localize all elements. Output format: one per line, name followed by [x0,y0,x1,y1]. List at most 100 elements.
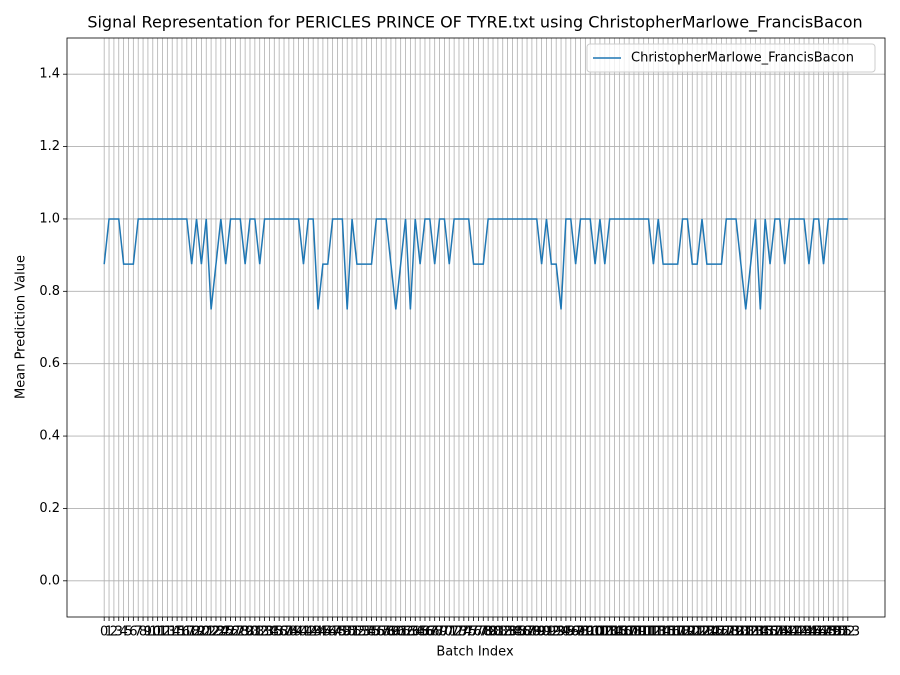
x-tick-label: 92 [543,625,560,640]
x-tick-label: 17 [179,625,196,640]
y-tick-label: 1.0 [39,211,60,226]
x-tick-label: 42 [300,625,317,640]
x-tick-label: 149 [816,625,841,640]
x-tick-label: 36 [271,625,288,640]
x-axis-label: Batch Index [436,645,514,660]
x-tick-label: 145 [797,625,822,640]
x-tick-label: 127 [709,625,734,640]
x-tick-label: 77 [470,625,487,640]
x-tick-label: 132 [733,625,758,640]
x-tick-label: 143 [787,625,812,640]
x-tick-label: 78 [475,625,492,640]
x-tick-label: 83 [499,625,516,640]
x-tick-label: 62 [397,625,414,640]
chart-title: Signal Representation for PERICLES PRINC… [87,13,862,33]
x-tick-label: 55 [363,625,380,640]
x-tick-label: 108 [617,625,642,640]
x-tick-label: 109 [622,625,647,640]
x-tick-label: 126 [704,625,729,640]
x-tick-label: 153 [835,625,860,640]
x-tick-label: 76 [465,625,482,640]
legend-box [586,43,876,73]
x-tick-label: 49 [334,625,351,640]
x-tick-label: 61 [392,625,409,640]
x-tick-label: 89 [528,625,545,640]
x-tick-label: 60 [388,625,405,640]
x-tick-label: 27 [227,625,244,640]
x-tick-label: 10 [145,625,162,640]
x-tick-label: 74 [456,625,473,640]
x-tick-label: 7 [134,625,142,640]
x-tick-label: 40 [290,625,307,640]
x-tick-label: 69 [431,625,448,640]
x-tick-label: 24 [213,625,230,640]
x-tick-label: 148 [811,625,836,640]
x-tick-label: 71 [441,625,458,640]
x-tick-label: 58 [378,625,395,640]
x-tick-label: 119 [670,625,695,640]
x-tick-label: 81 [490,625,507,640]
x-tick-label: 22 [203,625,220,640]
x-tick-label: 37 [276,625,293,640]
x-tick-label: 20 [193,625,210,640]
x-tick-label: 85 [509,625,526,640]
x-tick-label: 107 [612,625,637,640]
x-tick-label: 5 [124,625,132,640]
x-tick-label: 64 [407,625,424,640]
x-tick-label: 122 [685,625,710,640]
x-tick-label: 13 [159,625,176,640]
x-tick-label: 97 [567,625,584,640]
x-tick-label: 86 [514,625,531,640]
x-tick-label: 65 [412,625,429,640]
x-tick-label: 113 [641,625,666,640]
x-tick-label: 79 [480,625,497,640]
x-tick-label: 105 [602,625,627,640]
x-tick-label: 46 [319,625,336,640]
x-tick-label: 114 [646,625,671,640]
x-tick-label: 29 [237,625,254,640]
x-tick-label: 8 [139,625,147,640]
y-tick-label: 1.2 [39,139,60,154]
x-tick-label: 66 [417,625,434,640]
x-tick-label: 93 [548,625,565,640]
x-tick-label: 152 [831,625,856,640]
x-tick-label: 75 [460,625,477,640]
x-tick-label: 99 [577,625,594,640]
x-tick-label: 129 [719,625,744,640]
x-tick-label: 100 [578,625,603,640]
x-tick-label: 12 [154,625,171,640]
x-tick-label: 118 [665,625,690,640]
x-tick-label: 95 [558,625,575,640]
x-tick-label: 35 [266,625,283,640]
x-tick-label: 111 [631,625,656,640]
x-tick-label: 140 [772,625,797,640]
x-tick-label: 0 [100,625,108,640]
x-tick-label: 1 [105,625,113,640]
x-tick-label: 116 [656,625,681,640]
x-tick-label: 150 [821,625,846,640]
x-tick-label: 53 [354,625,371,640]
x-tick-label: 98 [572,625,589,640]
x-tick-label: 6 [129,625,137,640]
x-tick-label: 102 [588,625,613,640]
x-tick-label: 91 [538,625,555,640]
x-tick-label: 87 [519,625,536,640]
x-tick-label: 48 [329,625,346,640]
x-tick-label: 141 [777,625,802,640]
y-tick-label: 1.4 [39,67,60,82]
y-tick-label: 0.4 [39,429,60,444]
x-tick-label: 68 [426,625,443,640]
x-tick-label: 128 [714,625,739,640]
x-tick-label: 82 [494,625,511,640]
x-tick-label: 90 [533,625,550,640]
x-tick-label: 124 [694,625,719,640]
x-tick-label: 133 [738,625,763,640]
x-tick-label: 135 [748,625,773,640]
x-tick-label: 139 [767,625,792,640]
x-tick-label: 34 [261,625,278,640]
x-tick-label: 4 [119,625,127,640]
x-tick-label: 121 [680,625,705,640]
x-tick-label: 94 [553,625,570,640]
x-tick-label: 134 [743,625,768,640]
